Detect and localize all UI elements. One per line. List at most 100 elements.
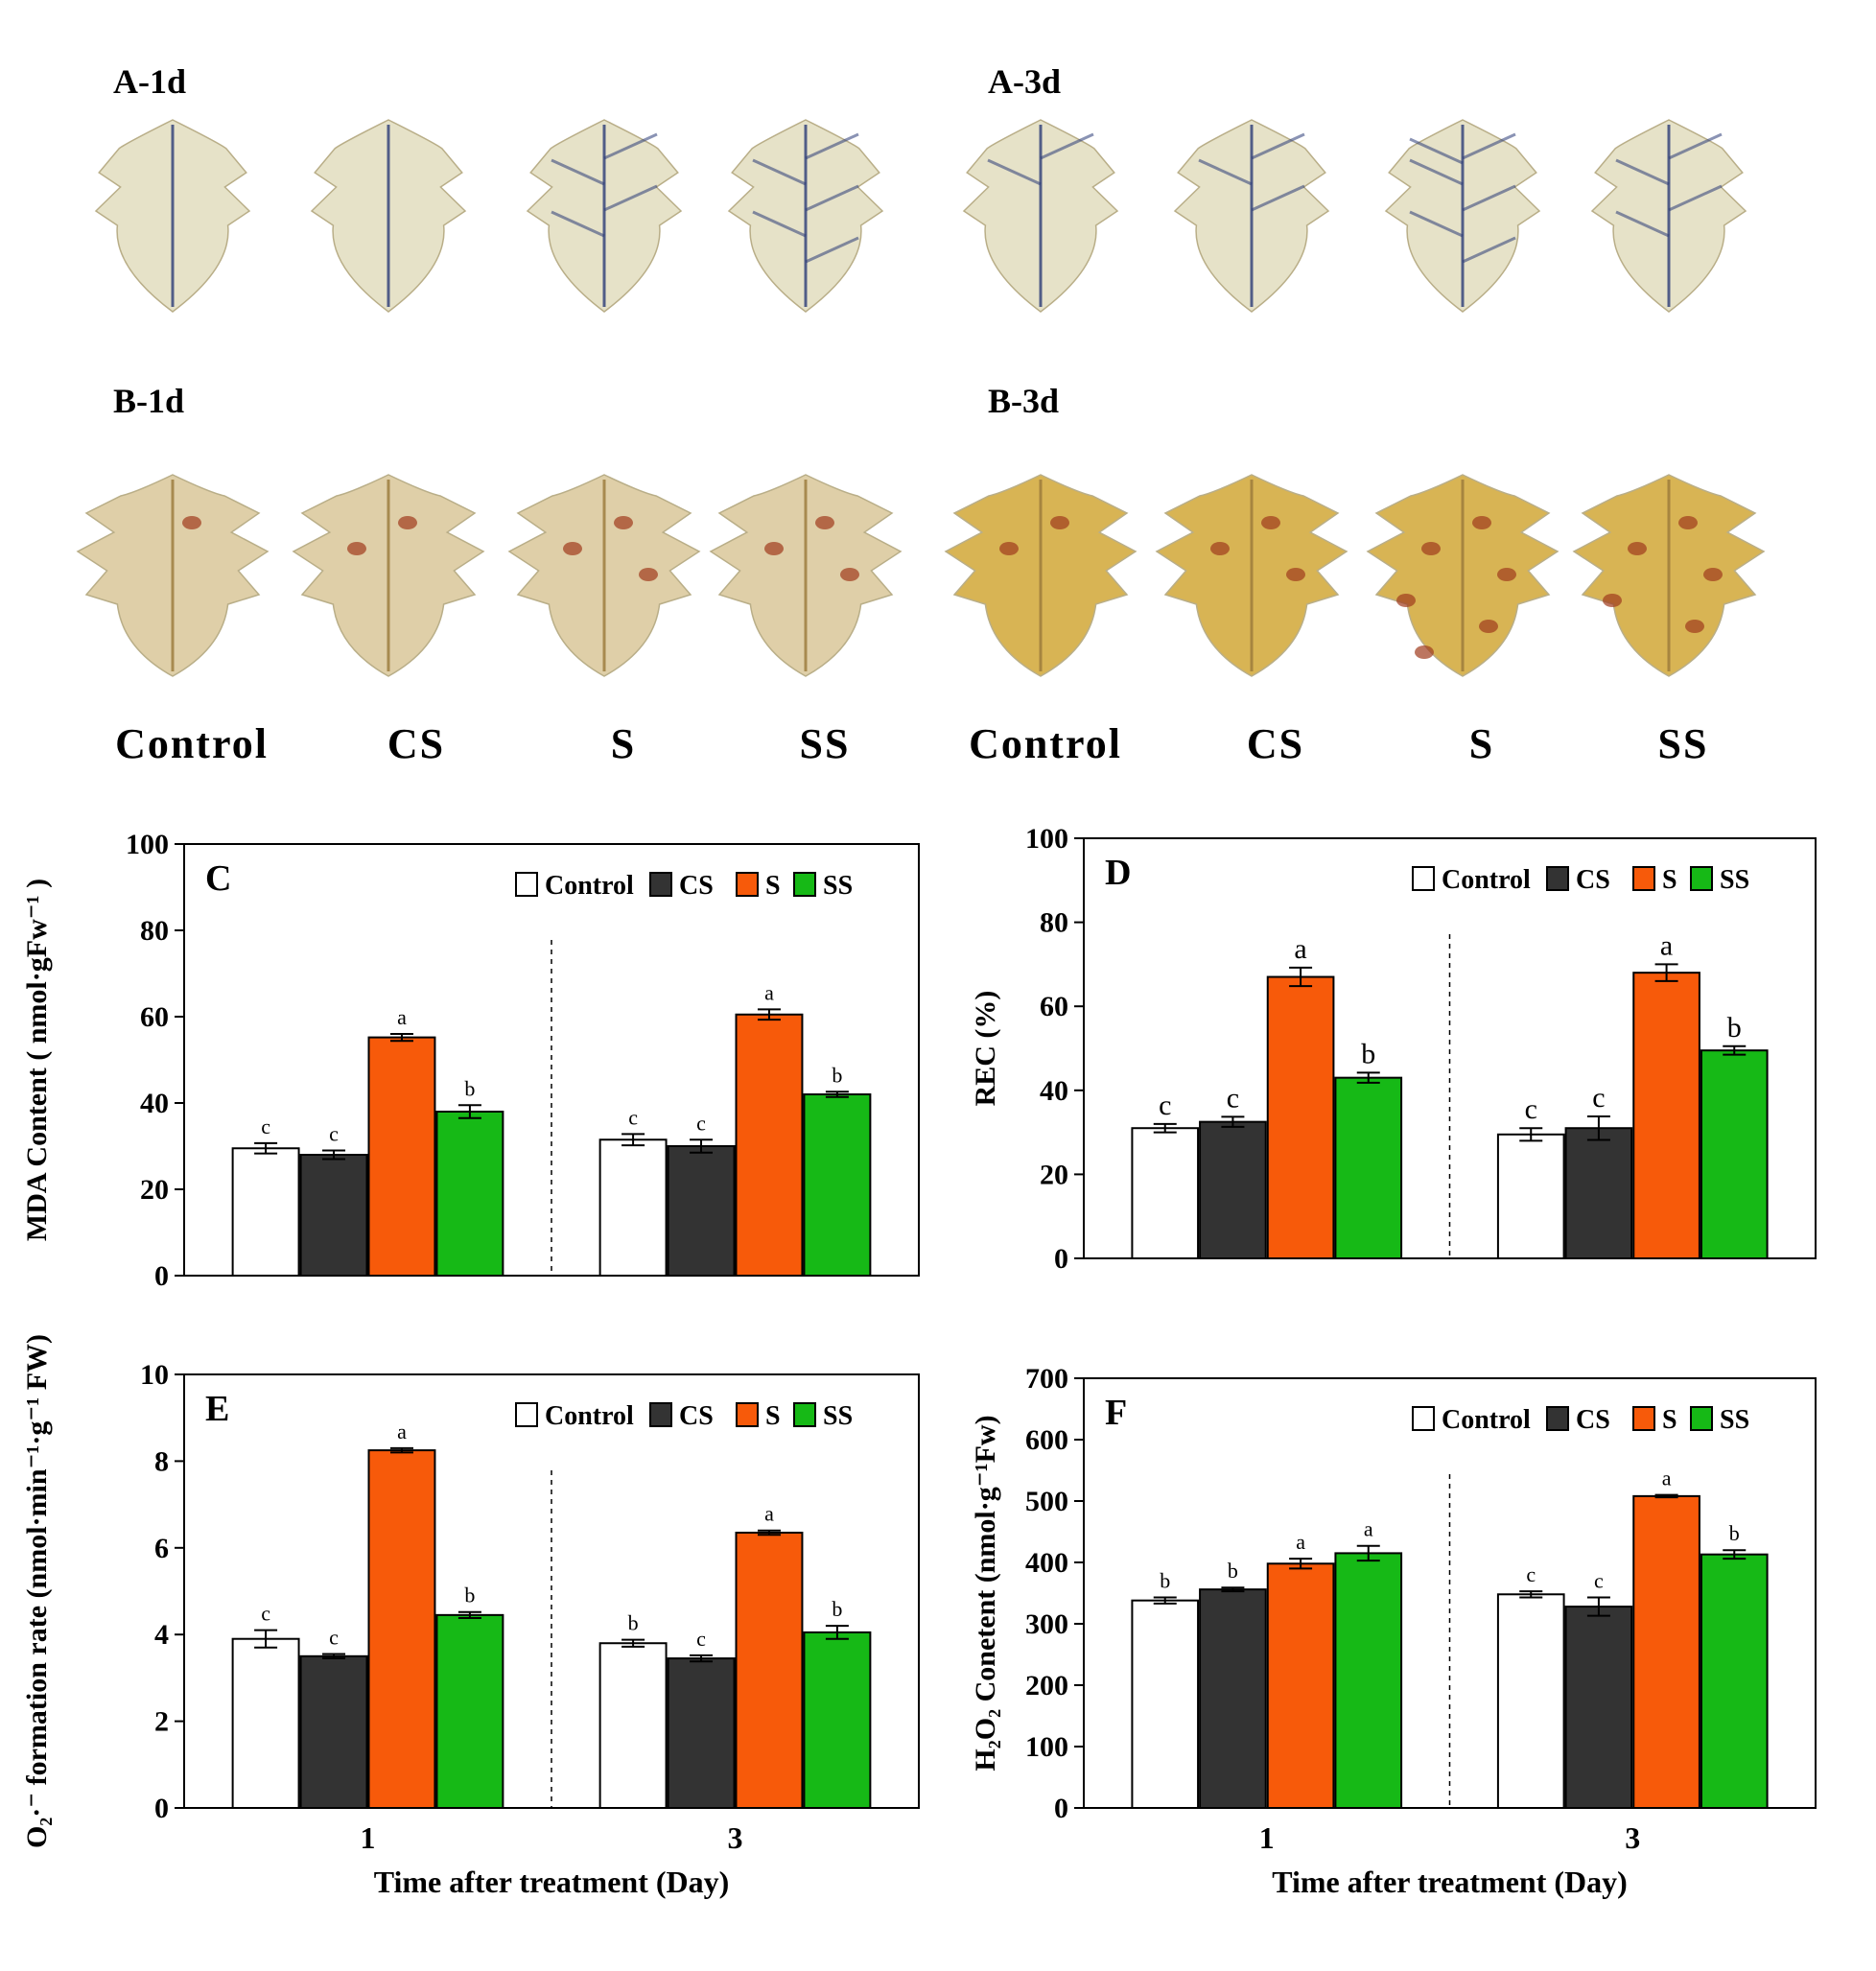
leaf-photo-grid — [76, 119, 1766, 677]
x-axis-label: Time after treatment (Day) — [1272, 1865, 1628, 1899]
treatment-label: S — [611, 720, 636, 767]
dab-stain-spot — [764, 542, 784, 555]
chart-panel-c: 0 20 40 60 80 100 Cc c a b c c a b MDA Content ( nmol·… — [21, 829, 920, 1292]
y-tick-label: 0 — [154, 1260, 169, 1292]
y-tick-label: 60 — [1040, 991, 1068, 1022]
nbt-stain-streak — [1668, 184, 1723, 212]
bar — [231, 1147, 300, 1277]
panel-letter: F — [1105, 1393, 1127, 1433]
legend-swatch — [1412, 866, 1435, 891]
legend-swatch — [793, 1402, 816, 1427]
significance-letter: b — [1361, 1038, 1375, 1069]
legend-label: Control — [1442, 865, 1531, 895]
y-tick-label: 80 — [1040, 907, 1068, 939]
dab-stain-spot — [1210, 542, 1230, 555]
bar — [1632, 1494, 1700, 1809]
significance-letter: a — [1364, 1517, 1373, 1541]
bar — [1496, 1133, 1565, 1260]
treatment-label: CS — [387, 720, 445, 767]
dab-stain-spot — [563, 542, 582, 555]
nbt-stain-streak — [805, 184, 859, 212]
leaf-image — [526, 119, 683, 313]
leaf-image — [76, 474, 270, 677]
dab-stain-spot — [815, 516, 834, 529]
bar — [1700, 1049, 1769, 1259]
bar — [1131, 1127, 1200, 1259]
y-tick-label: 300 — [1025, 1608, 1068, 1640]
dab-stain-spot — [1685, 620, 1704, 633]
bar — [1334, 1076, 1403, 1260]
legend-swatch — [1546, 866, 1569, 891]
bar — [367, 1036, 436, 1277]
chart-panel-e: 0 2 4 6 8 10 Ec c a b 1 b c a b 3 Time after treatment (… — [21, 1334, 920, 1899]
y-tick-label: 80 — [140, 915, 169, 947]
y-tick-label: 400 — [1025, 1547, 1068, 1579]
legend-label: CS — [679, 871, 714, 901]
dab-stain-spot — [1421, 542, 1441, 555]
x-axis-label: Time after treatment (Day) — [374, 1865, 730, 1899]
dab-stain-spot — [999, 542, 1019, 555]
significance-letter: a — [764, 1502, 774, 1526]
significance-letter: c — [1525, 1093, 1537, 1125]
legend-swatch — [515, 872, 538, 897]
y-tick-label: 700 — [1025, 1363, 1068, 1395]
y-tick-label: 100 — [1025, 1731, 1068, 1763]
plot-frame — [1083, 1377, 1817, 1809]
nbt-stain-streak — [1409, 137, 1464, 165]
dab-stain-spot — [1628, 542, 1647, 555]
bar — [1564, 1127, 1633, 1259]
leaf-image — [94, 119, 251, 313]
treatment-label: Control — [969, 720, 1122, 767]
leaf-image — [310, 119, 467, 313]
bar — [367, 1449, 436, 1809]
y-tick-label: 0 — [1054, 1793, 1068, 1824]
bar — [1199, 1120, 1267, 1260]
legend-label: S — [765, 1401, 781, 1431]
dab-stain-spot — [614, 516, 633, 529]
dab-stain-spot — [639, 568, 658, 581]
leaf-image — [1173, 119, 1330, 313]
nbt-stain-streak — [1615, 158, 1670, 186]
nbt-stain-streak — [603, 132, 658, 160]
leaf-image — [1572, 474, 1766, 677]
treatment-label: Control — [115, 720, 269, 767]
legend-label: SS — [823, 1401, 853, 1431]
y-tick-label: 200 — [1025, 1670, 1068, 1701]
x-tick-label: 1 — [361, 1820, 376, 1855]
significance-letter: c — [628, 1105, 638, 1129]
dab-stain-spot — [1261, 516, 1280, 529]
legend-label: CS — [1576, 865, 1610, 895]
significance-letter: a — [397, 1420, 407, 1443]
legend-swatch — [649, 1402, 672, 1427]
leaf-image — [1155, 474, 1348, 677]
nbt-stain-streak — [987, 158, 1042, 186]
nbt-stain-streak — [752, 158, 807, 186]
nbt-stain-streak — [805, 236, 859, 264]
nbt-stain-streak — [551, 210, 605, 238]
bar — [1266, 1562, 1335, 1810]
significance-letter: c — [1594, 1568, 1604, 1592]
significance-letter: c — [1159, 1090, 1171, 1121]
nbt-stain-streak — [1615, 210, 1670, 238]
significance-letter: b — [1727, 1012, 1742, 1044]
legend-label: S — [765, 871, 781, 901]
bar — [1199, 1588, 1267, 1810]
legend-label: CS — [679, 1401, 714, 1431]
nbt-stain-streak — [1251, 132, 1305, 160]
leaf-image — [944, 474, 1137, 677]
bar — [803, 1093, 872, 1277]
legend-label: S — [1662, 865, 1677, 895]
dab-stain-spot — [1678, 516, 1698, 529]
nbt-stain-streak — [1462, 184, 1516, 212]
nbt-stain-streak — [1462, 132, 1516, 160]
treatment-label: S — [1469, 720, 1494, 767]
significance-letter: c — [1526, 1562, 1536, 1586]
significance-letter: c — [1227, 1082, 1239, 1114]
significance-letter: a — [764, 980, 774, 1004]
leaf-image — [962, 119, 1119, 313]
legend-label: Control — [545, 1401, 634, 1431]
significance-letter: a — [1662, 1467, 1672, 1490]
y-tick-label: 60 — [140, 1001, 169, 1033]
significance-letter: b — [464, 1076, 475, 1100]
treatment-label: SS — [1658, 720, 1709, 767]
